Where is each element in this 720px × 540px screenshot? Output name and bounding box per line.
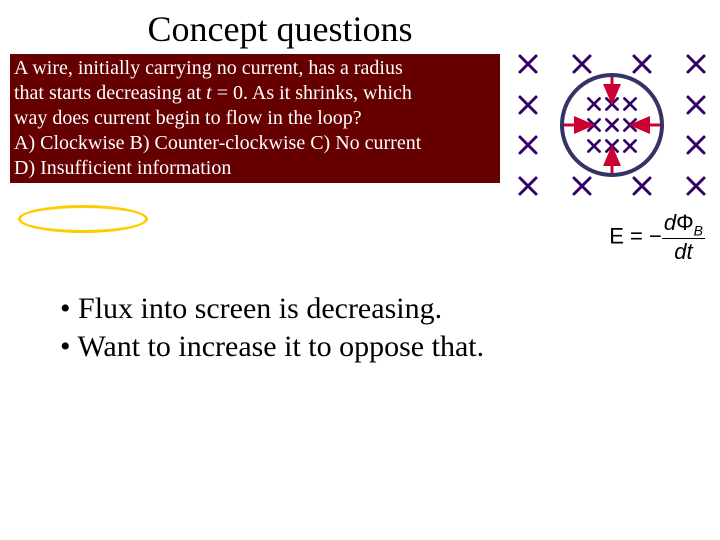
emf-formula: E = −dΦBdt [609,210,705,265]
formula-num-d: d [664,210,676,235]
page-title: Concept questions [0,0,720,50]
question-line3: way does current begin to flow in the lo… [14,107,362,129]
question-line5: D) Insufficient information [14,157,231,179]
formula-eq: = [624,224,649,249]
formula-fraction: dΦBdt [662,210,705,265]
question-box: A wire, initially carrying no current, h… [10,54,500,183]
question-line1: A wire, initially carrying no current, h… [14,57,403,79]
formula-phi: Φ [676,210,694,235]
question-line2b: = 0. As it shrinks, which [212,82,412,104]
question-line4: A) Clockwise B) Counter-clockwise C) No … [14,132,421,154]
formula-den: dt [662,239,705,265]
formula-sub-b: B [694,222,703,238]
bullet-1: • Flux into screen is decreasing. [60,290,484,328]
bullet-2: • Want to increase it to oppose that. [60,328,484,366]
formula-lhs: E [609,224,624,249]
question-line2a: that starts decreasing at [14,82,206,104]
formula-neg: − [649,224,662,249]
answer-highlight-circle [18,205,148,233]
explanation-bullets: • Flux into screen is decreasing. • Want… [60,290,484,365]
field-diagram [512,50,712,200]
